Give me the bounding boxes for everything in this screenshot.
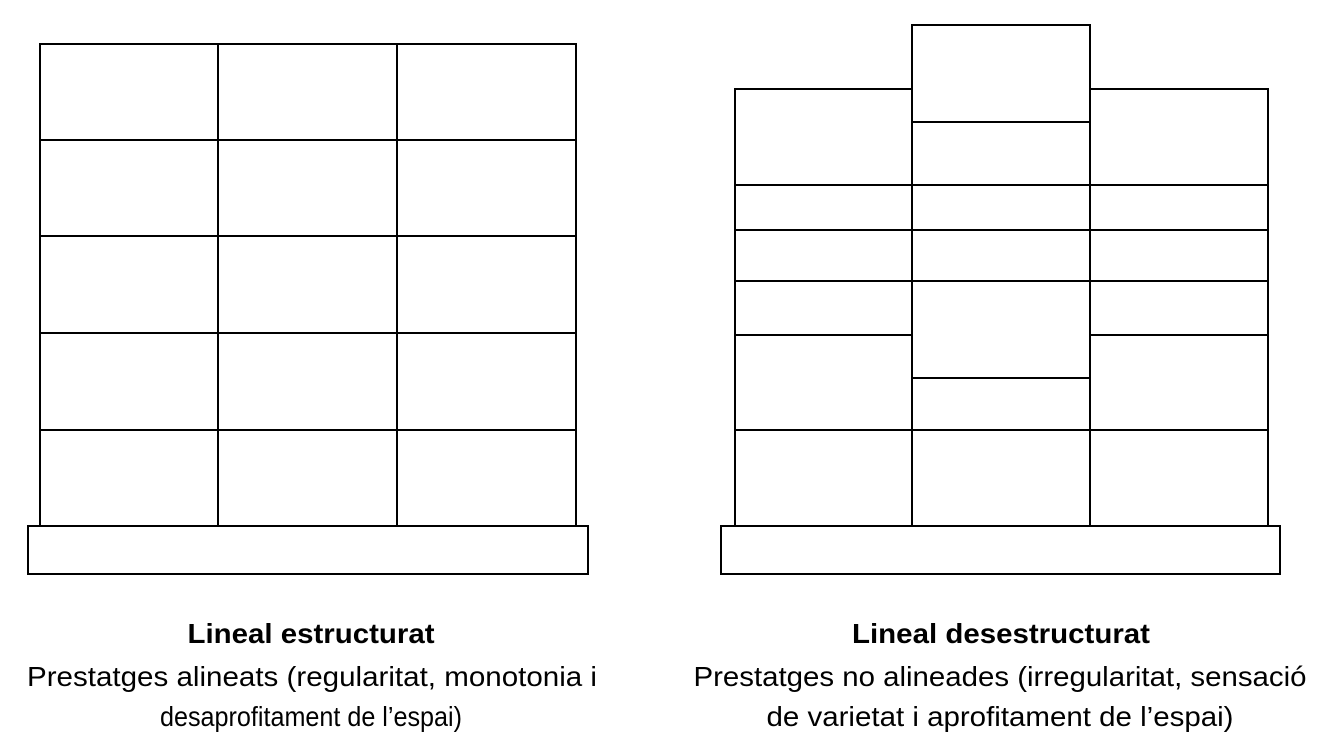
caption-line: de varietat i aprofitament de l’espai) [767,701,1234,732]
unstructured-shelf [720,24,1281,575]
caption-line: Prestatges alineats (regularitat, monoto… [27,661,597,692]
caption-title: Lineal estructurat [188,618,435,649]
caption-title: Lineal desestructurat [852,618,1150,649]
caption-line: Prestatges no alineades (irregularitat, … [694,661,1307,692]
caption-line: desaprofitament de l’espai) [160,701,462,732]
structured-shelf [27,43,589,575]
